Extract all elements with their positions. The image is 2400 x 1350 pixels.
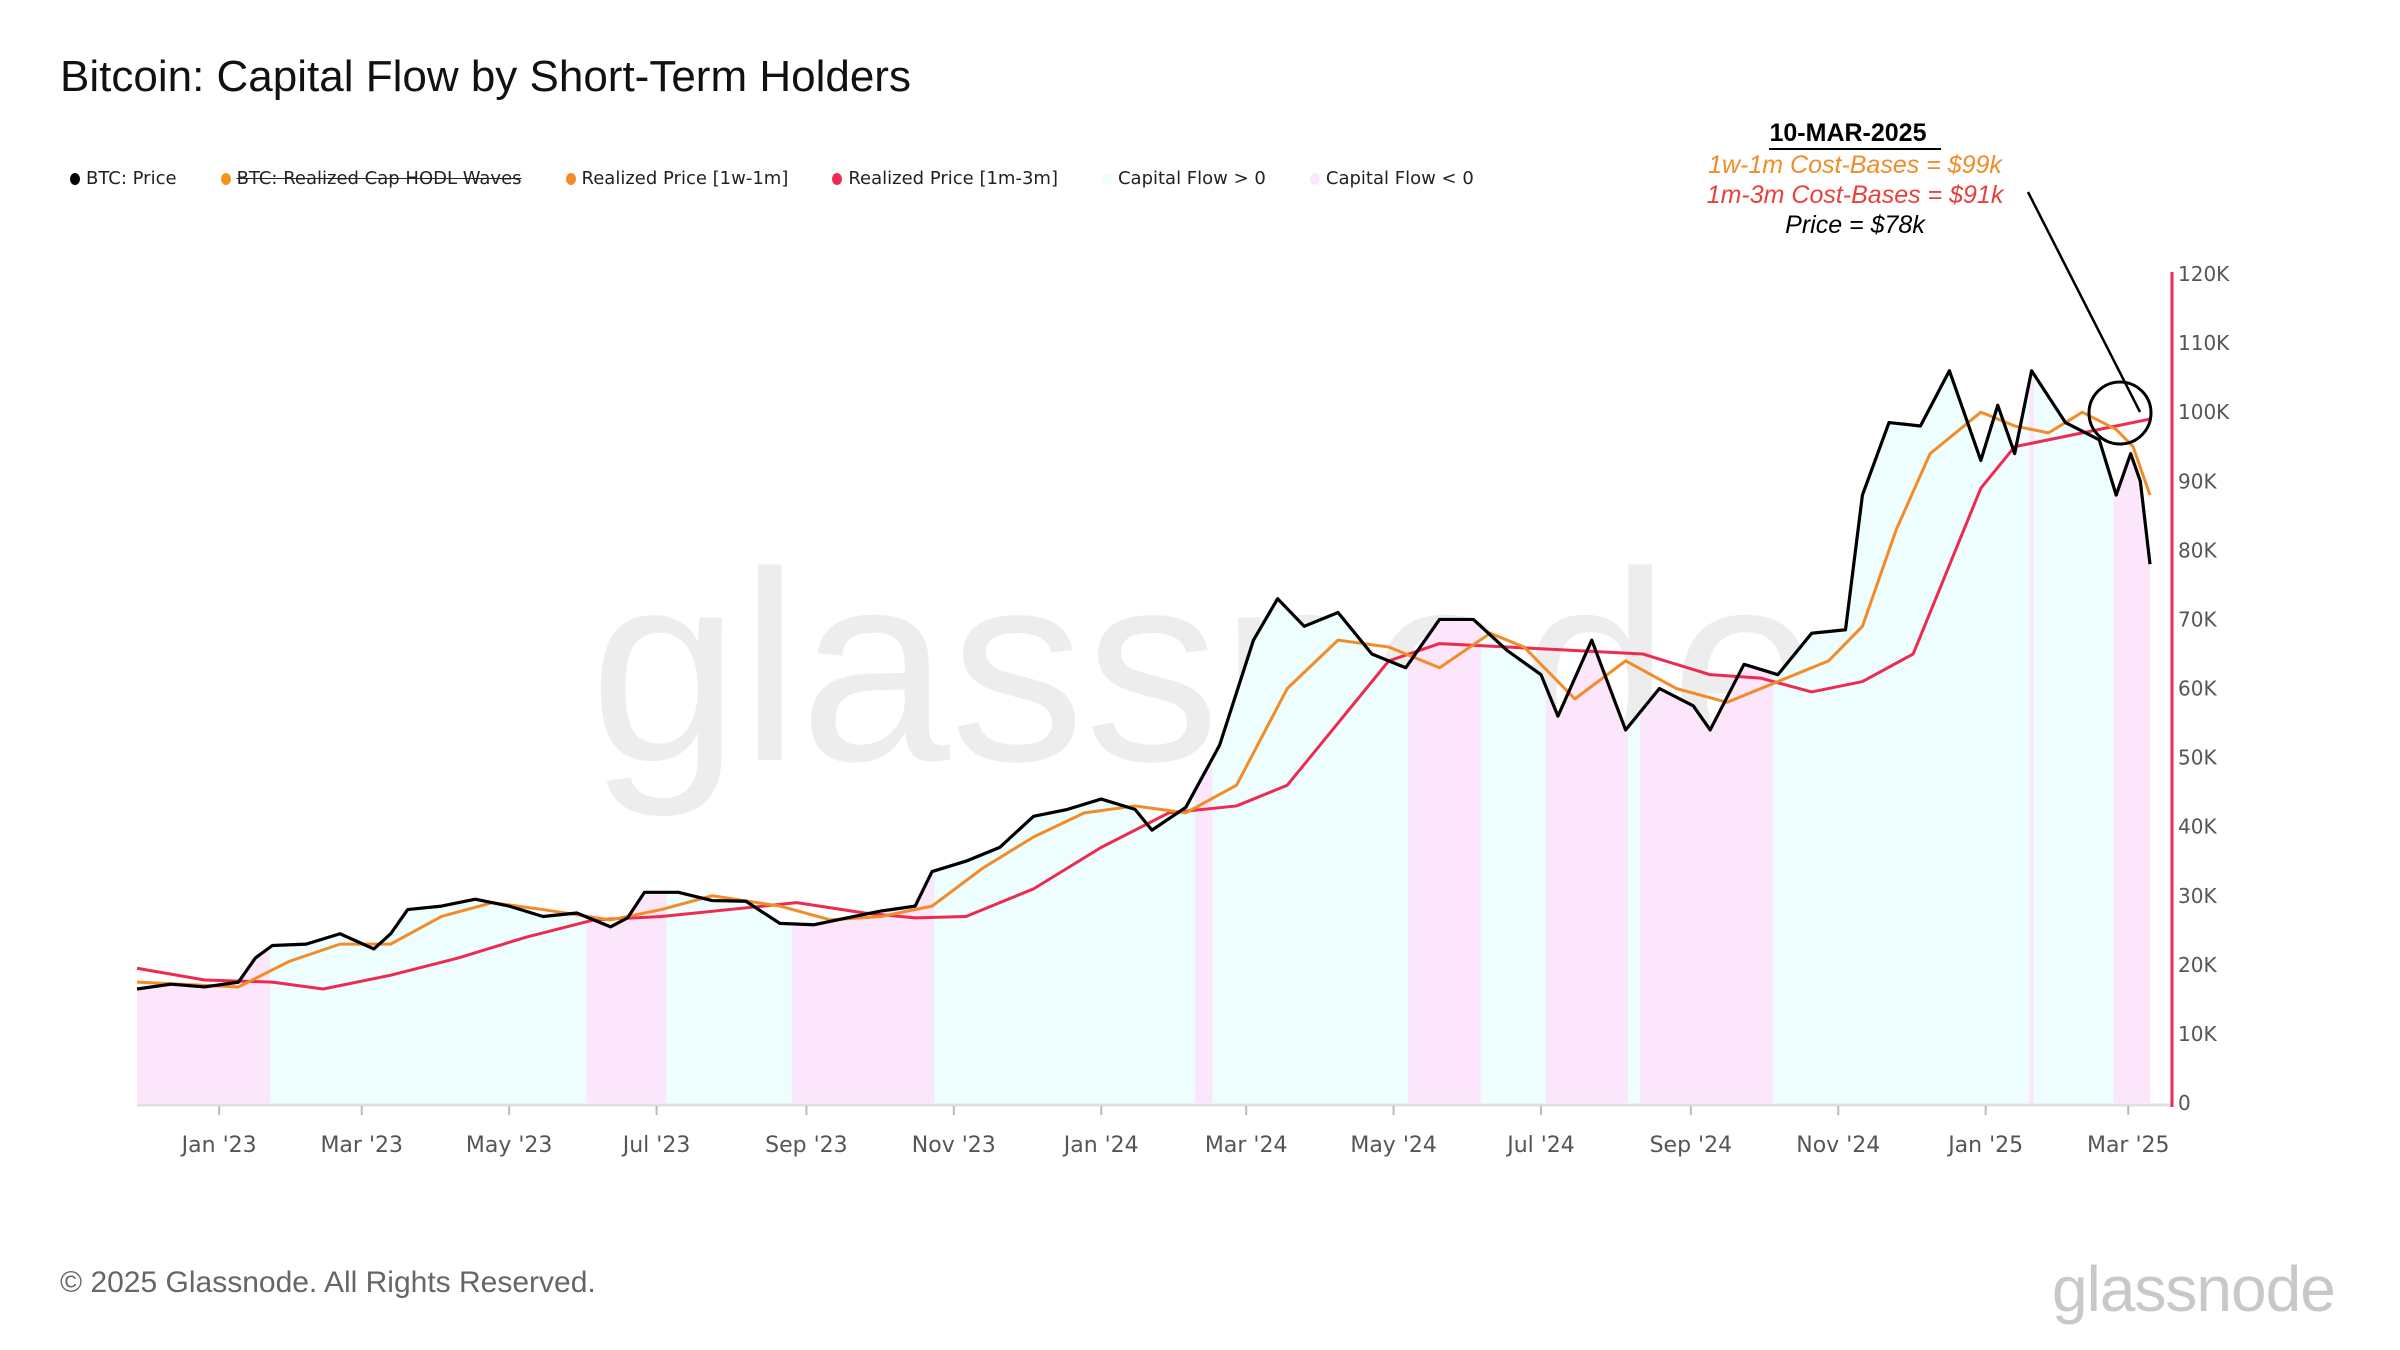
legend-label: Capital Flow < 0 bbox=[1325, 168, 1474, 189]
capital-flow-negative-area bbox=[1545, 640, 1629, 1103]
y-tick-label: 50K bbox=[2178, 746, 2217, 770]
y-tick-label: 100K bbox=[2178, 400, 2230, 424]
x-tick-label: Jul '23 bbox=[621, 1133, 691, 1158]
x-tick-label: Jul '24 bbox=[1505, 1133, 1575, 1158]
y-tick-label: 0 bbox=[2178, 1091, 2191, 1115]
y-tick-label: 60K bbox=[2178, 677, 2217, 701]
y-tick-label: 110K bbox=[2178, 331, 2230, 355]
capital-flow-negative-area bbox=[2113, 453, 2150, 1103]
legend-label: Realized Price [1w-1m] bbox=[581, 168, 789, 189]
y-tick-label: 40K bbox=[2178, 815, 2217, 839]
legend: BTC: Price BTC: Realized Cap HODL Waves … bbox=[70, 168, 1518, 189]
y-tick-label: 20K bbox=[2178, 953, 2217, 977]
capital-flow-negative-area bbox=[1640, 664, 1774, 1103]
annotation-1m-3m: 1m-3m Cost-Bases = $91k bbox=[1706, 181, 2004, 209]
x-tick-label: Jan '23 bbox=[180, 1133, 257, 1158]
x-tick-label: May '24 bbox=[1350, 1133, 1437, 1158]
series-lines bbox=[136, 369, 2152, 991]
legend-label: BTC: Realized Cap HODL Waves bbox=[236, 168, 522, 189]
realized-price-1w-1m-line bbox=[136, 410, 2152, 989]
chart-title: Bitcoin: Capital Flow by Short-Term Hold… bbox=[60, 52, 911, 101]
annotation-1w-1m: 1w-1m Cost-Bases = $99k bbox=[1708, 151, 2002, 179]
y-tick-label: 70K bbox=[2178, 607, 2217, 631]
x-tick-label: Jan '24 bbox=[1062, 1133, 1139, 1158]
x-tick-label: Mar '25 bbox=[2087, 1133, 2170, 1158]
x-tick-label: May '23 bbox=[466, 1133, 553, 1158]
capital-flow-negative-area bbox=[1408, 619, 1481, 1103]
legend-item-capital-flow-negative[interactable]: Capital Flow < 0 bbox=[1309, 168, 1474, 189]
x-tick-label: Jan '25 bbox=[1946, 1133, 2023, 1158]
annotation: 10-MAR-2025 1w-1m Cost-Bases = $99k 1m-3… bbox=[1680, 118, 2030, 240]
legend-item-realized-1m-3m[interactable]: Realized Price [1m-3m] bbox=[832, 168, 1058, 189]
capital-flow-negative-area bbox=[1195, 758, 1213, 1103]
y-tick-label: 80K bbox=[2178, 538, 2217, 562]
annotation-date: 10-MAR-2025 bbox=[1769, 118, 1941, 150]
legend-label: BTC: Price bbox=[86, 168, 177, 189]
legend-item-btc-price[interactable]: BTC: Price bbox=[70, 168, 177, 189]
legend-item-capital-flow-positive[interactable]: Capital Flow > 0 bbox=[1101, 168, 1266, 189]
legend-dot bbox=[832, 172, 843, 185]
capital-flow-negative-area bbox=[586, 892, 667, 1103]
capital-flow-fills bbox=[137, 370, 2150, 1103]
x-tick-label: Sep '24 bbox=[1650, 1133, 1733, 1158]
annotation-circle bbox=[2087, 380, 2153, 446]
y-tick-label: 10K bbox=[2178, 1022, 2217, 1046]
x-tick-label: Mar '23 bbox=[320, 1133, 403, 1158]
legend-dot bbox=[220, 172, 231, 185]
legend-label: Capital Flow > 0 bbox=[1117, 168, 1266, 189]
x-tick-label: Nov '24 bbox=[1796, 1133, 1880, 1158]
btc-price-line bbox=[136, 369, 2152, 991]
legend-item-realized-1w-1m[interactable]: Realized Price [1w-1m] bbox=[565, 168, 789, 189]
legend-item-hodl-waves[interactable]: BTC: Realized Cap HODL Waves bbox=[220, 168, 522, 189]
capital-flow-negative-area bbox=[791, 870, 935, 1103]
legend-dot bbox=[70, 172, 80, 185]
annotation-pointer-line bbox=[2026, 191, 2142, 413]
y-tick-label: 90K bbox=[2178, 469, 2217, 493]
x-tick-label: Nov '23 bbox=[912, 1133, 996, 1158]
legend-dot bbox=[565, 172, 576, 185]
legend-dot bbox=[1101, 172, 1112, 185]
glassnode-logo: glassnode bbox=[2052, 1253, 2336, 1325]
legend-label: Realized Price [1m-3m] bbox=[848, 168, 1058, 189]
capital-flow-negative-area bbox=[2029, 370, 2035, 1103]
x-tick-label: Mar '24 bbox=[1205, 1133, 1288, 1158]
y-tick-label: 30K bbox=[2178, 884, 2217, 908]
axes: 0 10K 20K 30K 40K 50K 60K 70K 80K 90K 100K 110K 120K… bbox=[137, 262, 2230, 1158]
copyright: © 2025 Glassnode. All Rights Reserved. bbox=[60, 1266, 596, 1299]
x-tick-label: Sep '23 bbox=[765, 1133, 848, 1158]
annotation-price: Price = $78k bbox=[1785, 211, 1925, 239]
realized-price-1m-3m-line bbox=[136, 417, 2151, 991]
y-tick-label: 120K bbox=[2178, 262, 2230, 286]
legend-dot bbox=[1309, 172, 1320, 185]
